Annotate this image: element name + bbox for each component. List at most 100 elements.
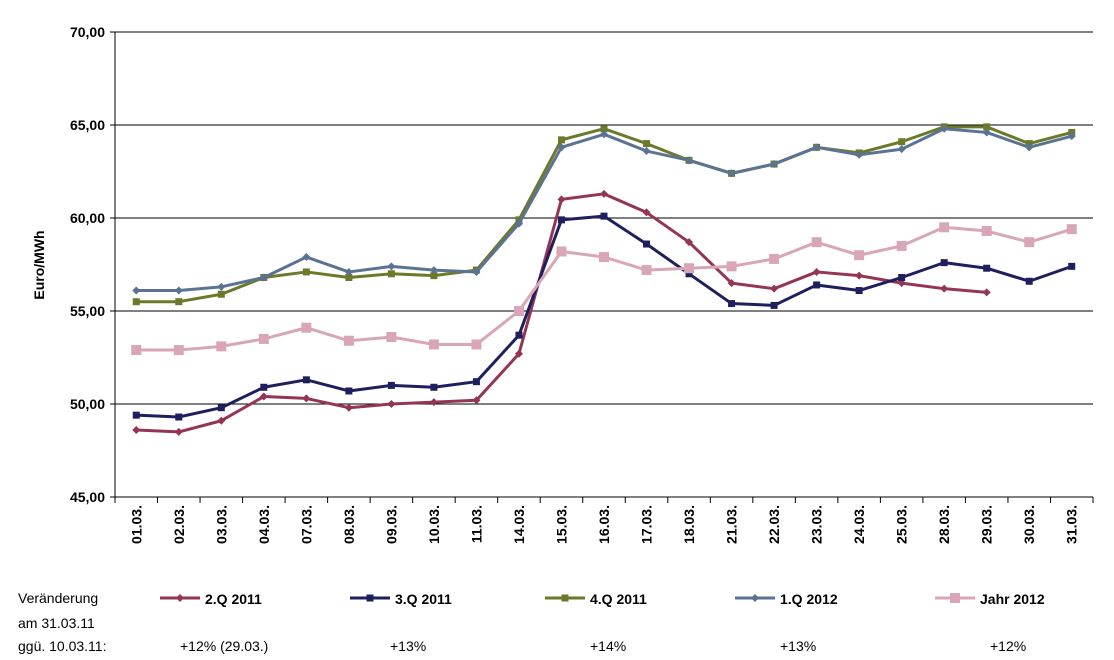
marker [259,273,268,282]
marker [811,237,822,248]
marker [727,169,736,178]
marker [643,240,651,248]
marker [344,403,353,412]
marker [344,267,353,276]
marker [1025,143,1034,152]
marker [472,378,480,386]
marker [366,594,374,602]
marker [898,138,906,146]
marker [813,281,821,289]
marker [302,376,310,384]
marker [897,279,906,288]
marker [173,345,184,356]
marker [472,267,481,276]
marker [175,298,183,306]
marker [561,594,569,602]
marker [217,416,226,425]
x-tick-label: 25.03. [894,505,910,544]
marker [301,322,312,333]
marker [812,267,821,276]
marker [132,426,141,435]
y-tick-label: 50,00 [70,396,105,412]
y-tick-label: 55,00 [70,303,105,319]
marker [557,216,565,224]
x-tick-label: 21.03. [724,505,740,544]
marker [175,413,183,421]
change-label: +12% [990,638,1026,654]
marker [557,143,566,152]
marker [513,306,524,316]
legend-label: 1.Q 2012 [780,591,838,607]
marker [259,392,268,401]
marker [727,279,736,288]
marker [472,396,481,405]
marker [770,160,779,169]
marker [176,594,184,602]
marker [940,124,949,133]
marker [1025,277,1033,285]
marker [1067,132,1076,141]
y-tick-label: 60,00 [70,210,105,226]
marker [1066,224,1077,235]
marker [217,404,225,412]
marker [343,335,354,346]
marker [428,339,439,350]
x-tick-label: 01.03. [128,505,144,544]
marker [599,252,609,263]
marker [685,238,694,247]
marker [897,145,906,154]
y-axis-label: Euro/MWh [31,230,47,299]
marker [132,411,140,419]
marker [898,274,906,282]
marker [642,147,651,156]
marker [515,331,523,339]
marker [556,246,567,257]
marker [896,240,907,251]
marker [600,212,608,220]
marker [981,226,992,237]
marker [174,286,183,295]
marker [751,594,759,602]
marker [728,300,736,308]
marker [557,136,565,144]
y-tick-label: 65,00 [70,117,105,133]
marker [770,301,778,309]
change-label: +13% [780,638,816,654]
marker [302,253,311,262]
change-label: +14% [590,638,626,654]
y-tick-label: 70,00 [70,24,105,40]
marker [855,150,864,159]
x-tick-label: 23.03. [809,505,825,544]
marker [387,400,396,408]
series-line [136,214,1073,419]
marker [514,219,523,228]
marker [430,383,438,391]
x-tick-label: 02.03. [171,505,187,544]
marker [174,427,183,436]
x-tick-label: 22.03. [766,505,782,544]
marker [258,333,269,344]
legend-note: am 31.03.11 [18,615,95,631]
marker [387,270,395,278]
marker [600,125,608,133]
marker [131,345,142,356]
x-tick-label: 04.03. [256,505,272,544]
marker [939,222,950,233]
marker [600,189,608,198]
marker [387,381,395,389]
marker [217,282,226,291]
legend-note: ggü. 10.03.11: [18,638,106,654]
marker [1024,237,1035,248]
x-tick-label: 18.03. [681,505,697,544]
legend-label: Jahr 2012 [980,591,1045,607]
x-tick-label: 15.03. [553,505,569,544]
marker [216,341,227,352]
x-tick-label: 10.03. [426,505,442,544]
change-label: +12% (29.03.) [180,638,268,654]
x-tick-label: 31.03. [1064,505,1080,544]
x-tick-label: 30.03. [1021,505,1037,544]
marker [430,272,438,280]
marker [982,288,991,297]
series-line [136,225,1073,352]
x-tick-label: 11.03. [468,505,484,543]
